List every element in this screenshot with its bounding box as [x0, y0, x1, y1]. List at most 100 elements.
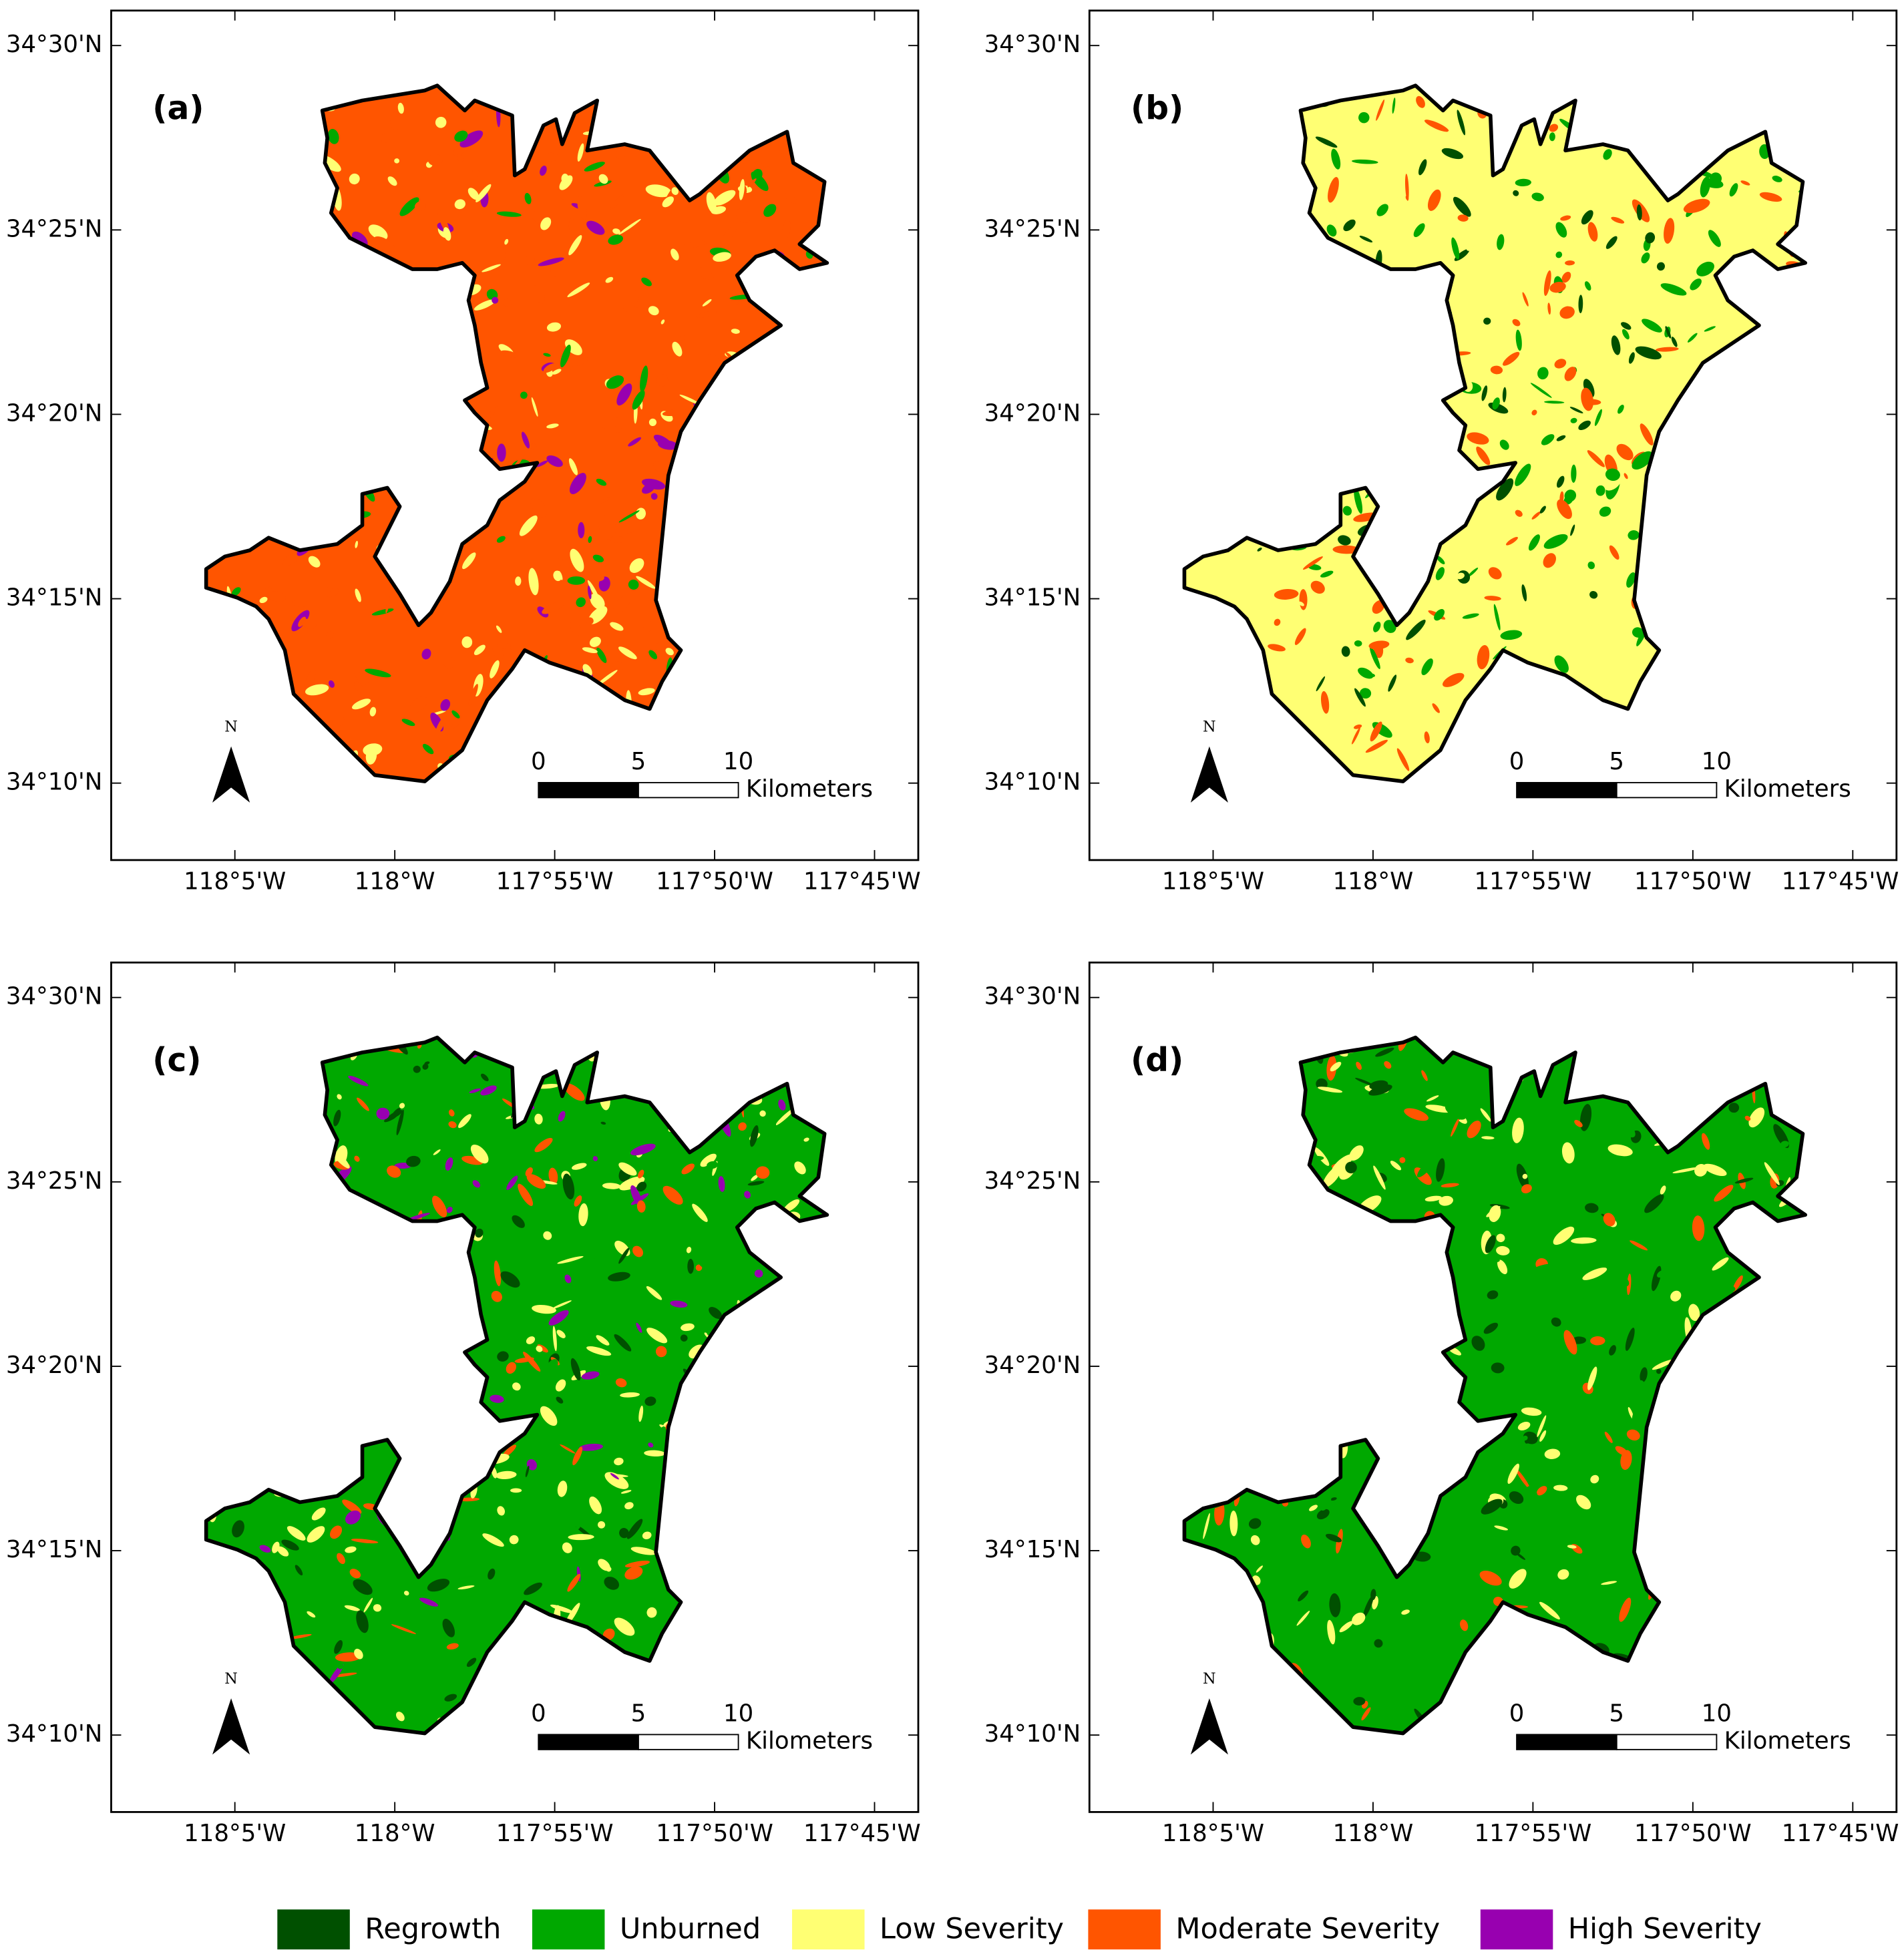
- severity-patch: [1401, 578, 1409, 583]
- severity-patch: [1617, 404, 1624, 414]
- severity-patch: [1764, 1308, 1776, 1319]
- severity-patch: [266, 591, 286, 602]
- severity-patch: [552, 1326, 557, 1352]
- severity-patch: [1426, 452, 1437, 463]
- severity-patch: [1541, 434, 1555, 445]
- severity-patch: [472, 1180, 481, 1188]
- severity-patch: [711, 206, 727, 214]
- severity-patch: [417, 297, 426, 313]
- severity-patch: [1782, 1357, 1793, 1366]
- severity-patch: [637, 1169, 644, 1179]
- severity-patch: [1215, 1076, 1224, 1085]
- severity-patch: [335, 86, 347, 100]
- severity-patch: [667, 421, 678, 433]
- severity-patch: [1485, 1401, 1498, 1414]
- severity-patch: [590, 593, 605, 610]
- severity-patch: [1632, 1718, 1638, 1725]
- severity-patch: [534, 1113, 543, 1125]
- severity-patch: [1515, 178, 1531, 187]
- severity-patch: [1705, 96, 1712, 105]
- severity-patch: [372, 397, 388, 419]
- lon-tick-label: 117°55'W: [1475, 868, 1592, 896]
- severity-patch: [713, 496, 721, 504]
- severity-patch: [1790, 611, 1803, 624]
- severity-patch: [819, 312, 827, 325]
- severity-patch: [707, 148, 719, 164]
- severity-patch: [244, 363, 254, 375]
- severity-patch: [1803, 402, 1806, 411]
- severity-patch: [755, 1166, 770, 1179]
- severity-patch: [449, 355, 461, 365]
- severity-patch: [305, 127, 313, 147]
- severity-patch: [1551, 1662, 1566, 1668]
- severity-patch: [309, 1347, 322, 1371]
- severity-patch: [1383, 620, 1396, 633]
- severity-patch: [824, 1395, 827, 1410]
- severity-patch: [1376, 204, 1388, 216]
- severity-patch: [785, 1682, 798, 1695]
- severity-patch: [1616, 443, 1634, 461]
- severity-patch: [1780, 1141, 1789, 1148]
- severity-patch: [729, 494, 739, 503]
- severity-patch: [1431, 85, 1457, 88]
- severity-patch: [1502, 1397, 1513, 1410]
- severity-patch: [1223, 1448, 1238, 1469]
- severity-patch: [194, 1137, 208, 1152]
- severity-patch: [295, 1481, 305, 1493]
- severity-patch: [481, 1073, 489, 1082]
- severity-patch: [753, 1412, 759, 1422]
- severity-patch: [1280, 85, 1298, 92]
- severity-patch: [1346, 1361, 1354, 1372]
- severity-patch: [823, 1563, 827, 1573]
- severity-patch: [1626, 572, 1636, 588]
- severity-patch: [1696, 1397, 1713, 1404]
- severity-patch: [738, 1122, 747, 1131]
- severity-patch: [1699, 1410, 1708, 1418]
- scale-bar-label: 10: [723, 1700, 753, 1727]
- severity-patch: [1175, 1239, 1182, 1249]
- severity-patch: [412, 1263, 429, 1274]
- map-panel: (a)34°30'N34°25'N34°20'N34°15'N34°10'N11…: [6, 9, 921, 896]
- severity-patch: [572, 1446, 583, 1466]
- severity-patch: [1264, 1225, 1268, 1233]
- severity-patch: [644, 1450, 665, 1457]
- severity-patch: [1217, 684, 1240, 697]
- severity-patch: [1453, 87, 1464, 100]
- severity-patch: [237, 1297, 244, 1305]
- lon-tick-label: 117°45'W: [803, 868, 921, 896]
- severity-patch: [1352, 310, 1364, 330]
- severity-patch: [1358, 667, 1374, 679]
- severity-patch: [322, 1228, 333, 1238]
- severity-patch: [1246, 1356, 1256, 1366]
- severity-patch: [1770, 1308, 1790, 1323]
- severity-patch: [747, 158, 771, 169]
- severity-patch: [1806, 455, 1817, 467]
- severity-patch: [1726, 666, 1750, 674]
- severity-patch: [1581, 387, 1593, 411]
- severity-patch: [1499, 722, 1511, 733]
- severity-patch: [692, 1203, 708, 1222]
- severity-patch: [500, 1271, 520, 1288]
- severity-patch: [524, 192, 532, 204]
- severity-patch: [1327, 1619, 1336, 1645]
- severity-patch: [636, 1200, 646, 1213]
- severity-patch: [206, 425, 211, 432]
- severity-patch: [1564, 1037, 1573, 1045]
- severity-patch: [1643, 738, 1654, 758]
- scale-bar-label: 0: [531, 748, 546, 775]
- severity-patch: [286, 1653, 293, 1670]
- severity-patch: [1292, 292, 1304, 304]
- severity-patch: [330, 1525, 343, 1539]
- severity-patch: [1359, 688, 1372, 699]
- severity-patch: [778, 1563, 805, 1576]
- severity-patch: [1564, 489, 1577, 502]
- severity-patch: [1320, 691, 1330, 714]
- severity-patch: [769, 453, 779, 469]
- severity-patch: [826, 459, 827, 468]
- severity-patch: [554, 85, 562, 91]
- severity-patch: [244, 146, 260, 159]
- severity-patch: [507, 1631, 524, 1647]
- severity-patch: [611, 522, 636, 534]
- severity-patch: [553, 570, 562, 582]
- severity-patch: [1417, 575, 1426, 580]
